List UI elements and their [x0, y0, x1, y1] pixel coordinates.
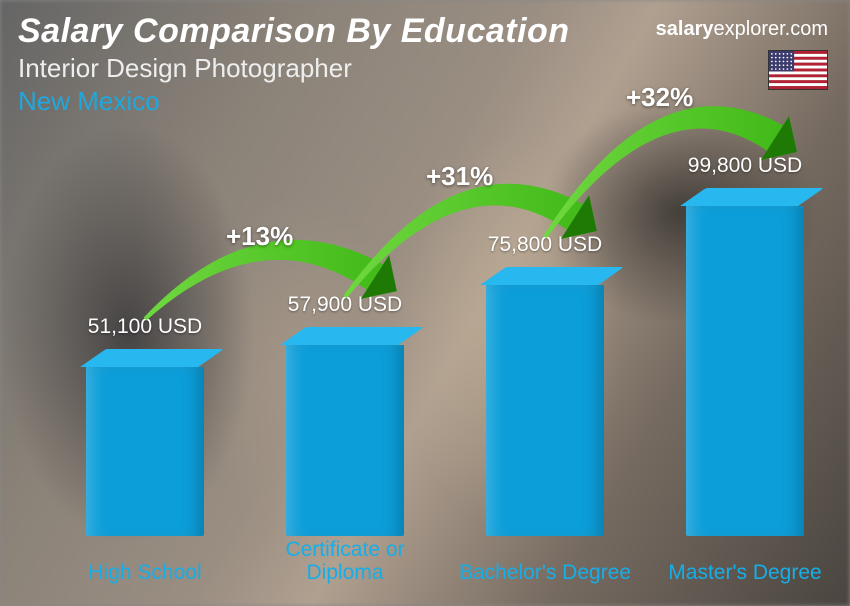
flag-icon	[768, 50, 828, 90]
page-subtitle: Interior Design Photographer	[18, 53, 832, 84]
salary-bar-chart: High School51,100 USDCertificate or Dipl…	[30, 120, 810, 590]
brand-logo: salaryexplorer.com	[656, 18, 828, 41]
increase-pct: +32%	[626, 82, 693, 113]
increase-arc-2	[30, 120, 810, 590]
